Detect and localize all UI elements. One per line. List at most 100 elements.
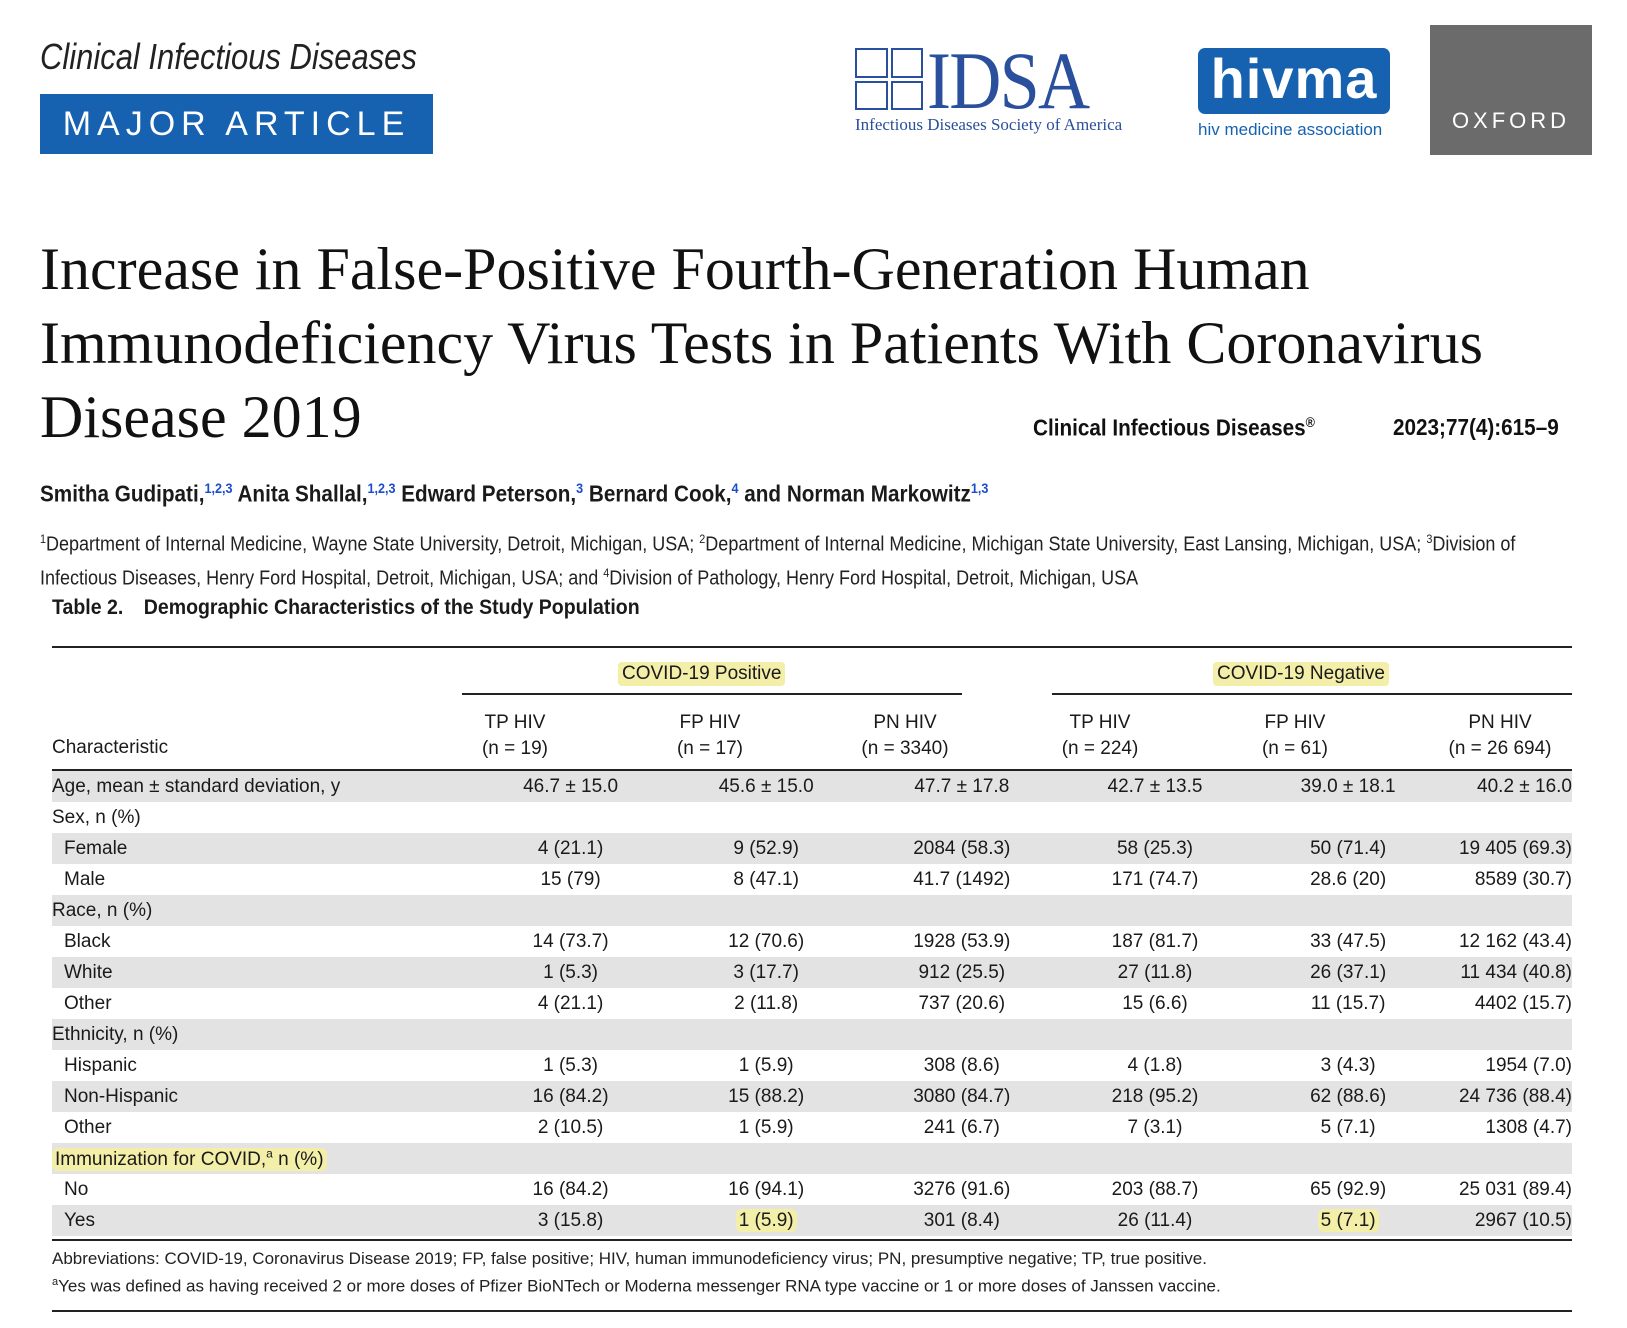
affiliation-marker: 1: [40, 532, 47, 546]
table-cell: 9 (52.9): [669, 833, 863, 864]
table-cell: 15 (6.6): [1061, 988, 1249, 1019]
idsa-logo-letters: IDSA: [927, 35, 1090, 126]
author-affiliation-marker: 1,2,3: [367, 480, 396, 496]
table-cell: 1 (5.3): [472, 1050, 670, 1081]
cell-value: 27 (11.8): [1117, 961, 1193, 983]
table-row: Sex, n (%): [52, 802, 1572, 833]
table-cell: 28.6 (20): [1249, 864, 1447, 895]
cell-value: 8 (47.1): [733, 868, 799, 890]
table-cell: 24 736 (88.4): [1447, 1081, 1572, 1112]
cell-value: 171 (74.7): [1111, 868, 1199, 890]
cell-value: 16 (84.2): [532, 1085, 609, 1107]
idsa-logo-subtitle: Infectious Diseases Society of America: [855, 115, 1123, 134]
author-name: Bernard Cook,: [588, 480, 732, 507]
cell-value: 1 (5.9): [738, 1054, 794, 1076]
table-cell: 62 (88.6): [1249, 1081, 1448, 1112]
cell-value: 26 (37.1): [1310, 961, 1387, 983]
highlighted-label: Immunization for COVID,a n (%): [52, 1146, 327, 1171]
idsa-emblem-icon: [855, 48, 923, 110]
table-cell: 26 (11.4): [1060, 1205, 1250, 1236]
author-name: Smitha Gudipati,: [40, 480, 205, 507]
table-row: Age, mean ± standard deviation, y 46.7 ± …: [52, 771, 1572, 802]
table-cell: 3080 (84.7): [862, 1081, 1061, 1112]
table-cell: 42.7 ± 13.5: [1060, 771, 1250, 802]
page-bottom-rule: [52, 1310, 1572, 1312]
row-label: Yes: [52, 1205, 472, 1236]
table-cell: 40.2 ± 16.0: [1447, 771, 1572, 802]
cell-value: 4 (1.8): [1127, 1054, 1183, 1076]
table-cell: 4 (1.8): [1061, 1050, 1249, 1081]
table-cell: 26 (37.1): [1249, 957, 1448, 988]
cell-value: 3 (17.7): [733, 961, 799, 983]
table-cell: 1308 (4.7): [1447, 1112, 1572, 1143]
table-cell: 45.6 ± 15.0: [669, 771, 863, 802]
table-cell: 301 (8.4): [862, 1205, 1061, 1236]
column-header-count: (n = 61): [1261, 738, 1328, 759]
table-cell: 1 (5.3): [471, 957, 670, 988]
column-header: PN HIV (n = 26 694): [1420, 710, 1580, 762]
table-cell: 47.7 ± 17.8: [862, 771, 1061, 802]
table-cell: 4402 (15.7): [1447, 988, 1572, 1019]
cell-value: 1 (5.3): [543, 1054, 599, 1076]
cell-value: 2967 (10.5): [1474, 1209, 1572, 1231]
cell-value: 15 (6.6): [1122, 992, 1188, 1014]
table-row: Race, n (%): [52, 895, 1572, 926]
table-cell: [1060, 1019, 1250, 1050]
row-label-text: Age, mean ± standard deviation, y: [52, 775, 341, 797]
column-header-count: (n = 26 694): [1448, 738, 1552, 759]
cell-value: 62 (88.6): [1310, 1085, 1387, 1107]
author-affiliation-marker: 1,2,3: [204, 480, 233, 496]
characteristic-header: Characteristic: [52, 737, 169, 758]
row-label: Ethnicity, n (%): [52, 1019, 472, 1050]
cell-value: 1 (5.9): [738, 1116, 794, 1138]
table-caption-text: Demographic Characteristics of the Study…: [143, 596, 640, 619]
table-cell: [1249, 802, 1447, 833]
row-label-text: Immunization for COVID,: [55, 1148, 267, 1170]
table-cell: 912 (25.5): [862, 957, 1061, 988]
row-label: Black: [52, 926, 472, 957]
affiliation-marker: 3: [1426, 532, 1433, 546]
table-label: Table 2.: [52, 596, 124, 619]
row-label-text: White: [64, 961, 113, 983]
column-header-name: FP HIV: [679, 712, 741, 733]
table-cell: 11 434 (40.8): [1447, 957, 1572, 988]
author-name: Anita Shallal,: [237, 480, 368, 507]
cell-value: 2084 (58.3): [913, 837, 1011, 859]
table-cell: 308 (8.6): [863, 1050, 1061, 1081]
table-cell: 50 (71.4): [1249, 833, 1448, 864]
table-cell: 1928 (53.9): [863, 926, 1061, 957]
cell-value: 3 (15.8): [537, 1209, 604, 1231]
row-label-text: Female: [64, 837, 128, 859]
cell-value: 1928 (53.9): [913, 930, 1011, 952]
cell-value: 5 (7.1): [1320, 1116, 1376, 1138]
footnote-marker: a: [266, 1146, 273, 1161]
cell-value: 24 736 (88.4): [1458, 1085, 1572, 1107]
cell-value: 58 (25.3): [1116, 837, 1193, 859]
column-header: TP HIV (n = 224): [1020, 710, 1180, 762]
cell-value: 46.7 ± 15.0: [523, 775, 619, 797]
table-header-rule: [52, 769, 1572, 771]
row-label-text: Race, n (%): [52, 899, 153, 921]
table-row: No 16 (84.2) 16 (94.1) 3276 (91.6) 203 (88.7…: [52, 1174, 1572, 1205]
cell-value: 4402 (15.7): [1474, 992, 1572, 1014]
row-label: Race, n (%): [52, 895, 472, 926]
row-label: No: [52, 1174, 472, 1205]
table-cell: 241 (6.7): [863, 1112, 1061, 1143]
footnote-abbreviations: Abbreviations: COVID-19, Coronavirus Dis…: [52, 1249, 1207, 1268]
column-header-name: FP HIV: [1264, 712, 1326, 733]
table-row: Male 15 (79) 8 (47.1) 41.7 (1492) 171 (74.7)…: [52, 864, 1572, 895]
table-cell: [669, 1143, 863, 1174]
row-label: Non-Hispanic: [52, 1081, 472, 1112]
cell-value: 1 (5.3): [543, 961, 599, 983]
cell-value: 39.0 ± 18.1: [1300, 775, 1396, 797]
table-cell: 41.7 (1492): [863, 864, 1061, 895]
table-cell: 5 (7.1): [1249, 1205, 1448, 1236]
cell-value: 11 (15.7): [1310, 992, 1386, 1014]
table-cell: 4 (21.1): [472, 988, 670, 1019]
cell-value: 1 (5.9): [735, 1208, 797, 1232]
row-label: White: [52, 957, 472, 988]
cell-value: 16 (94.1): [728, 1178, 805, 1200]
table-cell: 16 (84.2): [472, 1174, 670, 1205]
table-cell: 46.7 ± 15.0: [471, 771, 670, 802]
author-affiliation-marker: 1,3: [970, 480, 989, 496]
